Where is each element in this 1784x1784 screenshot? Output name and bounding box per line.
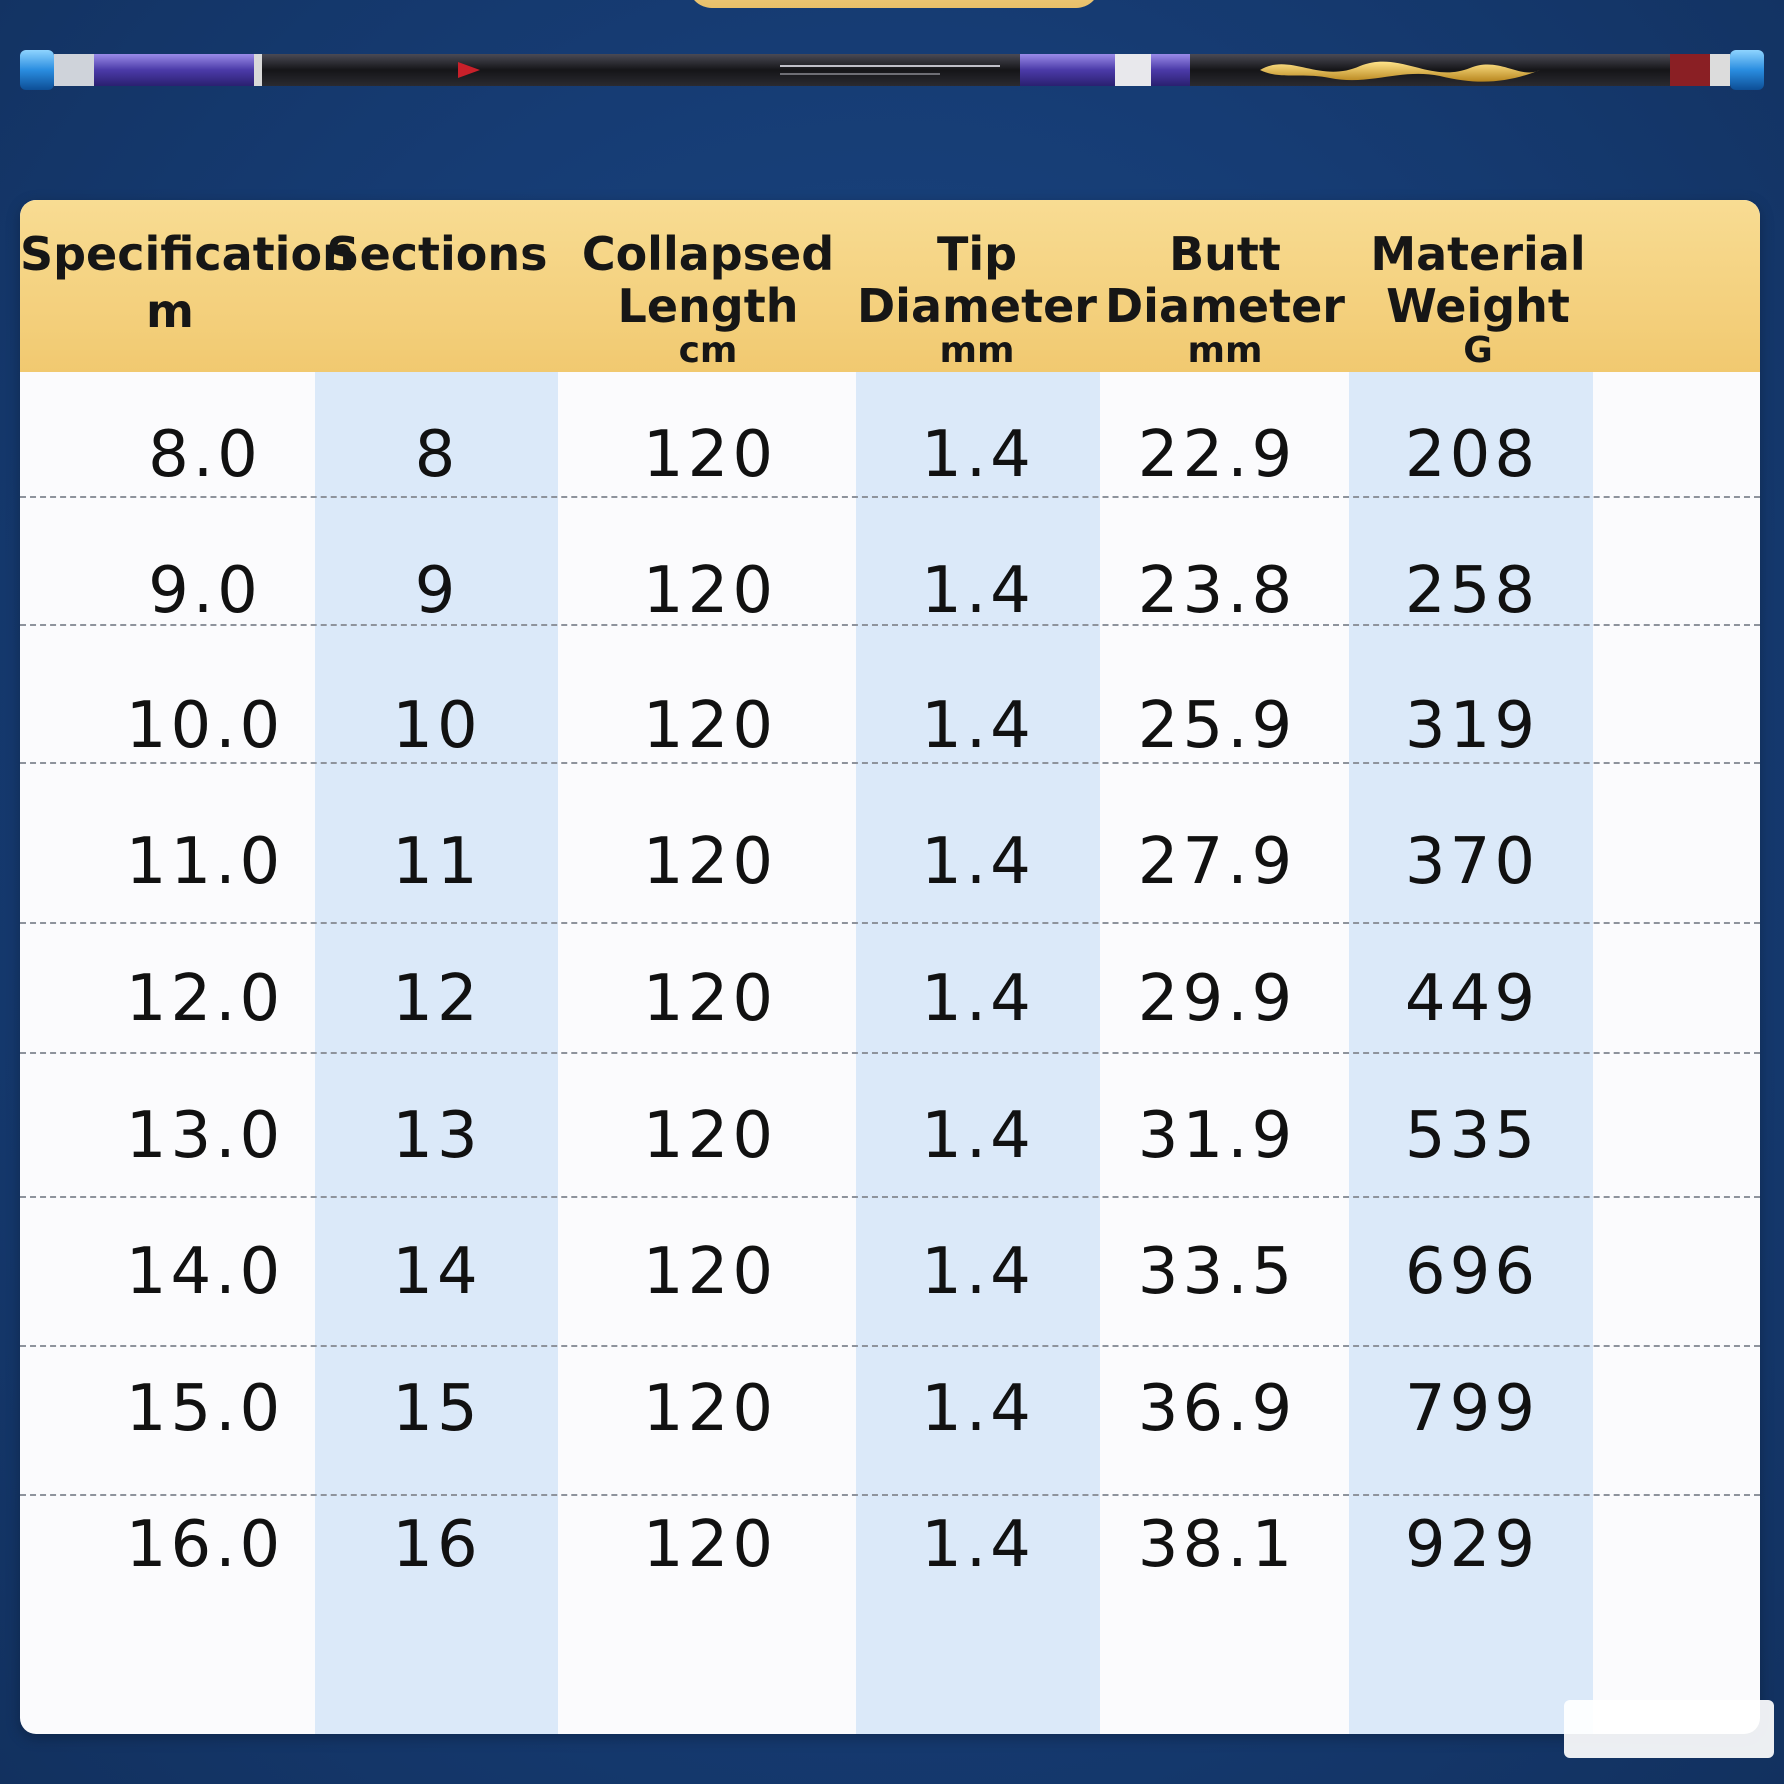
cell-tip-diameter: 1.4	[921, 1372, 1035, 1446]
cell-tip-diameter: 1.4	[921, 1099, 1035, 1173]
header-specification: Specification m	[20, 227, 355, 342]
cell-material-weight: 535	[1404, 1099, 1540, 1173]
cell-collapsed-length: 120	[642, 1372, 778, 1446]
cell-collapsed-length: 120	[642, 1508, 778, 1582]
cell-sections: 11	[392, 825, 482, 899]
header-label: Material Weight	[1370, 227, 1586, 333]
cell-sections: 13	[392, 1099, 482, 1173]
cell-tip-diameter: 1.4	[921, 418, 1035, 492]
cell-collapsed-length: 120	[642, 962, 778, 1036]
watermark-patch	[1564, 1700, 1774, 1758]
header-label: Butt Diameter	[1105, 227, 1345, 333]
cell-sections: 16	[392, 1508, 482, 1582]
cell-sections: 12	[392, 962, 482, 1036]
row-divider	[20, 1052, 1760, 1054]
cell-tip-diameter: 1.4	[921, 554, 1035, 628]
cell-collapsed-length: 120	[642, 825, 778, 899]
cell-spec: 14.0	[125, 1235, 285, 1309]
header-label: Tip Diameter	[857, 227, 1097, 333]
cell-material-weight: 449	[1404, 962, 1540, 1036]
cell-collapsed-length: 120	[642, 689, 778, 763]
cell-collapsed-length: 120	[642, 554, 778, 628]
cell-material-weight: 319	[1404, 689, 1540, 763]
cell-sections: 8	[414, 418, 460, 492]
cell-butt-diameter: 22.9	[1137, 418, 1297, 492]
row-divider	[20, 1196, 1760, 1198]
row-divider	[20, 1345, 1760, 1347]
cell-collapsed-length: 120	[642, 1099, 778, 1173]
header-unit: m	[146, 284, 194, 338]
header-label: Collapsed Length	[581, 227, 835, 333]
header-unit: G	[1463, 330, 1493, 371]
cell-tip-diameter: 1.4	[921, 962, 1035, 1036]
cell-collapsed-length: 120	[642, 1235, 778, 1309]
row-divider	[20, 922, 1760, 924]
cell-sections: 9	[414, 554, 460, 628]
cell-butt-diameter: 27.9	[1137, 825, 1297, 899]
header-label: Sections	[326, 227, 548, 281]
cell-material-weight: 929	[1404, 1508, 1540, 1582]
cell-material-weight: 696	[1404, 1235, 1540, 1309]
row-divider	[20, 496, 1760, 498]
header-sections: Sections	[316, 228, 558, 280]
cell-butt-diameter: 29.9	[1137, 962, 1297, 1036]
row-divider	[20, 1494, 1760, 1496]
cell-collapsed-length: 120	[642, 418, 778, 492]
cell-tip-diameter: 1.4	[921, 689, 1035, 763]
cell-spec: 9.0	[148, 554, 262, 628]
cell-butt-diameter: 33.5	[1137, 1235, 1297, 1309]
cell-butt-diameter: 23.8	[1137, 554, 1297, 628]
cell-spec: 12.0	[125, 962, 285, 1036]
cell-material-weight: 370	[1404, 825, 1540, 899]
header-unit: cm	[678, 330, 738, 371]
cell-spec: 8.0	[148, 418, 262, 492]
header-unit: mm	[1187, 330, 1263, 371]
cell-sections: 10	[392, 689, 482, 763]
cell-sections: 15	[392, 1372, 482, 1446]
row-divider	[20, 624, 1760, 626]
cell-tip-diameter: 1.4	[921, 825, 1035, 899]
header-label: Specification	[20, 227, 355, 281]
cell-butt-diameter: 36.9	[1137, 1372, 1297, 1446]
cell-butt-diameter: 25.9	[1137, 689, 1297, 763]
cell-spec: 15.0	[125, 1372, 285, 1446]
header-collapsed-length: Collapsed Length cm	[560, 228, 856, 370]
cell-butt-diameter: 38.1	[1137, 1508, 1297, 1582]
row-divider	[20, 762, 1760, 764]
header-butt-diameter: Butt Diameter mm	[1100, 228, 1350, 370]
fishing-rod-image	[20, 50, 1764, 90]
cell-butt-diameter: 31.9	[1137, 1099, 1297, 1173]
header-unit: mm	[939, 330, 1015, 371]
top-banner-tab	[688, 0, 1100, 8]
cell-tip-diameter: 1.4	[921, 1508, 1035, 1582]
cell-material-weight: 258	[1404, 554, 1540, 628]
spec-table: Specification m Sections Collapsed Lengt…	[20, 200, 1760, 1734]
cell-sections: 14	[392, 1235, 482, 1309]
table-header-row	[20, 200, 1760, 372]
header-tip-diameter: Tip Diameter mm	[850, 228, 1104, 370]
cell-spec: 16.0	[125, 1508, 285, 1582]
cell-material-weight: 799	[1404, 1372, 1540, 1446]
cell-spec: 10.0	[125, 689, 285, 763]
cell-spec: 13.0	[125, 1099, 285, 1173]
header-material-weight: Material Weight G	[1352, 228, 1604, 370]
cell-tip-diameter: 1.4	[921, 1235, 1035, 1309]
cell-material-weight: 208	[1404, 418, 1540, 492]
cell-spec: 11.0	[125, 825, 285, 899]
